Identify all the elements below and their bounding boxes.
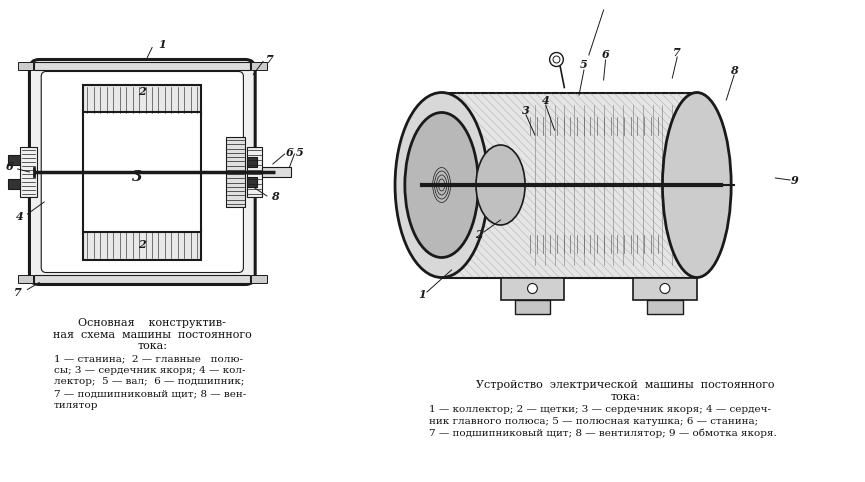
Text: 3: 3 (522, 105, 530, 116)
Bar (35, 275, 250, 282)
Ellipse shape (405, 112, 478, 257)
Text: 3: 3 (132, 170, 143, 184)
Text: лектор;  5 — вал;  6 — подшипник;: лектор; 5 — вал; 6 — подшипник; (54, 377, 244, 387)
Text: 5: 5 (580, 59, 588, 70)
FancyBboxPatch shape (42, 71, 243, 272)
Text: 1 — коллектор; 2 — щетки; 3 — сердечник якоря; 4 — сердеч-: 1 — коллектор; 2 — щетки; 3 — сердечник … (429, 405, 771, 414)
Circle shape (458, 152, 467, 162)
Text: 7: 7 (266, 54, 273, 65)
Text: тилятор: тилятор (54, 401, 99, 410)
Text: 6: 6 (285, 147, 293, 158)
Bar (83, 112, 202, 232)
Text: Основная    конструктив-: Основная конструктив- (78, 318, 226, 328)
Bar (83, 229, 202, 259)
Bar (647, 299, 682, 313)
Circle shape (553, 56, 560, 63)
Text: тока:: тока: (610, 391, 640, 402)
Text: ная  схема  машины  постоянного: ная схема машины постоянного (53, 330, 252, 339)
Bar (247, 147, 262, 197)
Ellipse shape (663, 93, 731, 278)
Text: 8: 8 (730, 65, 738, 76)
FancyBboxPatch shape (29, 59, 255, 284)
Bar (83, 84, 202, 115)
Bar (17, 62, 34, 69)
Bar (226, 137, 246, 207)
Text: сы; 3 — сердечник якоря; 4 — кол-: сы; 3 — сердечник якоря; 4 — кол- (54, 366, 246, 375)
Circle shape (416, 208, 426, 218)
Bar (262, 167, 292, 177)
Text: 4: 4 (541, 94, 549, 106)
Bar (247, 157, 257, 167)
Bar (20, 147, 37, 197)
Text: 6: 6 (6, 161, 14, 173)
Bar (515, 299, 550, 313)
Bar (251, 62, 267, 69)
Bar (633, 278, 697, 299)
Circle shape (416, 152, 426, 162)
Text: 7: 7 (673, 46, 681, 57)
Circle shape (549, 53, 563, 67)
Text: тока:: тока: (138, 341, 167, 351)
Text: 2: 2 (138, 239, 146, 250)
Bar (35, 62, 250, 69)
Text: 7: 7 (14, 287, 22, 298)
Text: ник главного полюса; 5 — полюсная катушка; 6 — станина;: ник главного полюса; 5 — полюсная катушк… (429, 416, 758, 426)
Text: Устройство  электрической  машины  постоянного: Устройство электрической машины постоянн… (476, 380, 774, 390)
Bar (8, 155, 20, 165)
Bar (247, 177, 257, 187)
Text: 2: 2 (475, 229, 483, 241)
Bar (17, 275, 34, 282)
Circle shape (458, 208, 467, 218)
Text: 5: 5 (296, 147, 304, 158)
Text: 4: 4 (16, 212, 23, 223)
Text: 7 — подшипниковый щит; 8 — вентилятор; 9 — обмотка якоря.: 7 — подшипниковый щит; 8 — вентилятор; 9… (429, 428, 777, 438)
Ellipse shape (395, 93, 488, 278)
Text: 6: 6 (602, 50, 610, 61)
Text: 1: 1 (418, 290, 426, 300)
Text: 9: 9 (791, 174, 799, 186)
Bar (251, 275, 267, 282)
Circle shape (660, 283, 670, 294)
Bar (501, 278, 564, 299)
Text: 8: 8 (271, 191, 279, 202)
Bar (8, 179, 20, 189)
Text: 2: 2 (138, 86, 146, 97)
Bar (442, 93, 697, 278)
Circle shape (528, 283, 537, 294)
Text: 1 — станина;  2 — главные   полю-: 1 — станина; 2 — главные полю- (54, 354, 243, 363)
Text: 7 — подшипниковый щит; 8 — вен-: 7 — подшипниковый щит; 8 — вен- (54, 389, 247, 398)
Text: 1: 1 (158, 39, 166, 50)
Ellipse shape (476, 145, 525, 225)
